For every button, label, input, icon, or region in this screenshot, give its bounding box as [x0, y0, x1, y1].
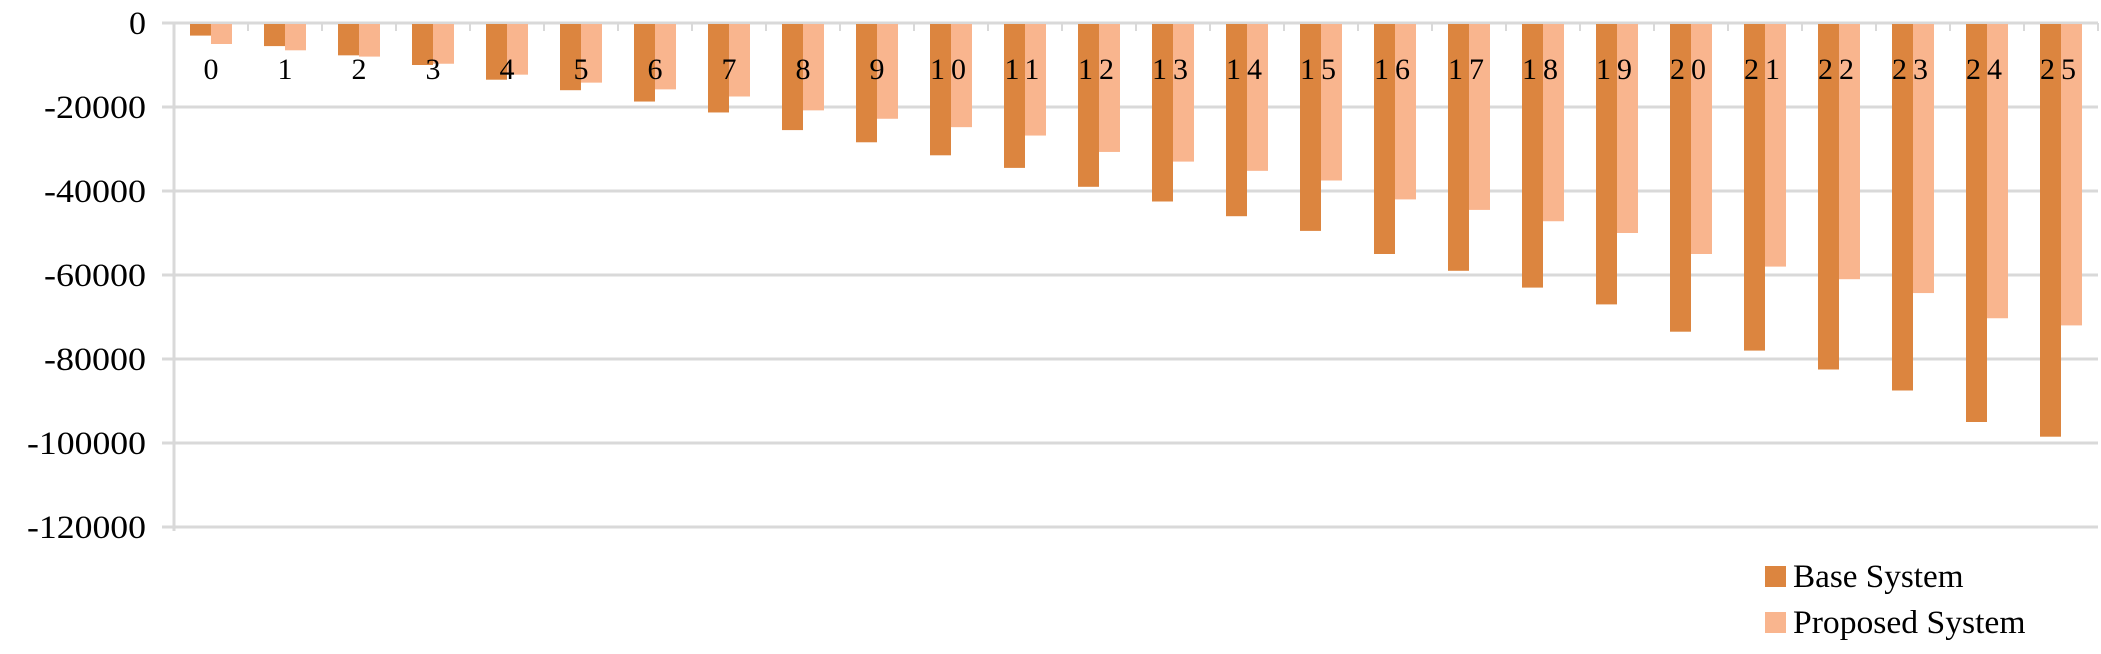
bar-base-13	[1152, 24, 1173, 202]
bar-proposed-5	[581, 24, 602, 83]
x-tick-label: 5	[574, 53, 589, 86]
x-tick-label: 10	[930, 53, 972, 86]
bar-base-10	[930, 24, 951, 156]
x-tick-label: 21	[1744, 53, 1786, 86]
y-tick-label: -20000	[44, 90, 146, 126]
x-tick-label: 11	[1005, 53, 1046, 86]
bar-proposed-1	[285, 24, 306, 51]
x-tick-label: 6	[648, 53, 663, 86]
bar-base-2	[338, 24, 359, 56]
y-tick-label: -60000	[44, 258, 146, 294]
bar-base-18	[1522, 24, 1543, 288]
bar-proposed-13	[1173, 24, 1194, 162]
bar-proposed-22	[1839, 24, 1860, 280]
bar-proposed-25	[2061, 24, 2082, 326]
bar-base-24	[1966, 24, 1987, 422]
x-tick-label: 2	[352, 53, 367, 86]
x-tick-label: 23	[1892, 53, 1934, 86]
y-tick-label: -80000	[44, 342, 146, 378]
x-tick-label: 14	[1226, 53, 1268, 86]
bar-proposed-24	[1987, 24, 2008, 319]
x-tick-label: 9	[870, 53, 885, 86]
bar-proposed-10	[951, 24, 972, 128]
bar-base-0	[190, 24, 211, 36]
bar-base-9	[856, 24, 877, 143]
bar-base-11	[1004, 24, 1025, 168]
x-tick-label: 12	[1078, 53, 1120, 86]
bar-proposed-6	[655, 24, 676, 90]
bar-proposed-12	[1099, 24, 1120, 152]
bar-base-15	[1300, 24, 1321, 231]
bar-base-6	[634, 24, 655, 102]
bar-base-4	[486, 24, 507, 80]
legend-label-1: Proposed System	[1793, 605, 2026, 641]
bar-base-12	[1078, 24, 1099, 187]
bar-proposed-16	[1395, 24, 1416, 200]
legend: Base System Proposed System	[1765, 559, 2026, 641]
x-tick-label: 0	[204, 53, 219, 86]
x-tick-label: 8	[796, 53, 811, 86]
bar-base-8	[782, 24, 803, 131]
bar-proposed-2	[359, 24, 380, 57]
bar-proposed-15	[1321, 24, 1342, 181]
y-tick-label: -120000	[27, 510, 146, 546]
x-tick-label: 16	[1374, 53, 1416, 86]
y-tick-label: -100000	[27, 426, 146, 462]
bar-base-5	[560, 24, 581, 91]
bars	[190, 24, 2082, 437]
x-tick-label: 15	[1300, 53, 1342, 86]
y-tick-label: 0	[129, 6, 146, 42]
bar-base-20	[1670, 24, 1691, 332]
bar-base-19	[1596, 24, 1617, 305]
y-axis: 0 -20000 -40000 -60000 -80000 -100000 -120000	[27, 6, 146, 546]
x-tick-label: 25	[2040, 53, 2082, 86]
x-tick-label: 20	[1670, 53, 1712, 86]
x-tick-label: 3	[426, 53, 441, 86]
gridlines	[162, 21, 2099, 531]
bar-proposed-7	[729, 24, 750, 97]
bar-base-14	[1226, 24, 1247, 217]
x-tick-label: 19	[1596, 53, 1638, 86]
bar-base-21	[1744, 24, 1765, 351]
x-tick-label: 18	[1522, 53, 1564, 86]
bar-base-16	[1374, 24, 1395, 254]
legend-swatch-0	[1765, 566, 1786, 587]
bar-base-1	[264, 24, 285, 47]
bar-base-7	[708, 24, 729, 113]
bar-proposed-8	[803, 24, 824, 111]
bar-proposed-14	[1247, 24, 1268, 171]
x-tick-label: 7	[722, 53, 737, 86]
x-axis-labels: 0 1 2 3 4 5 6 7 8 9 10 11 12 13 14 15 16 17 18 19 20 21 22 23 24…	[204, 53, 2082, 86]
bar-base-25	[2040, 24, 2061, 437]
legend-swatch-1	[1765, 612, 1786, 633]
bar-base-22	[1818, 24, 1839, 370]
bar-proposed-19	[1617, 24, 1638, 233]
bar-proposed-3	[433, 24, 454, 64]
bar-base-3	[412, 24, 433, 65]
bar-base-17	[1448, 24, 1469, 271]
bar-proposed-21	[1765, 24, 1786, 267]
x-tick-label: 4	[500, 53, 515, 86]
x-tick-label: 24	[1966, 53, 2008, 86]
bar-proposed-9	[877, 24, 898, 119]
bar-proposed-11	[1025, 24, 1046, 136]
bar-proposed-18	[1543, 24, 1564, 222]
x-tick-label: 22	[1818, 53, 1860, 86]
bar-proposed-0	[211, 24, 232, 44]
bar-proposed-4	[507, 24, 528, 75]
bar-proposed-20	[1691, 24, 1712, 254]
legend-label-0: Base System	[1793, 559, 1964, 595]
x-tick-label: 17	[1448, 53, 1490, 86]
x-tick-label: 13	[1152, 53, 1194, 86]
y-tick-label: -40000	[44, 174, 146, 210]
x-tick-label: 1	[278, 53, 293, 86]
bar-base-23	[1892, 24, 1913, 391]
bar-proposed-17	[1469, 24, 1490, 210]
bar-proposed-23	[1913, 24, 1934, 294]
